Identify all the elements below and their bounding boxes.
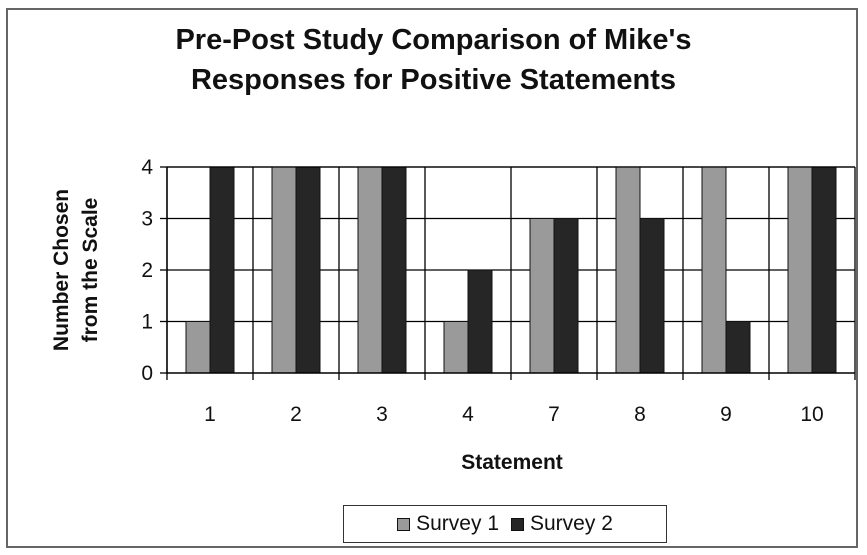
y-tick-label-2: 2 <box>141 259 153 282</box>
x-tick-label-9: 9 <box>720 403 732 426</box>
y-axis-title-line-2: from the Scale <box>79 198 102 343</box>
bar-survey-2-statement-1 <box>209 166 235 374</box>
bar-survey-2-statement-7 <box>553 218 579 374</box>
bar-survey-2-statement-8 <box>639 218 665 374</box>
bar-survey-1-statement-4 <box>443 321 469 374</box>
chart-title-line-2: Responses for Positive Statements <box>190 64 677 96</box>
x-tick-label-8: 8 <box>634 403 646 426</box>
bar-survey-1-statement-2 <box>271 166 297 374</box>
axes <box>160 166 856 380</box>
bar-survey-1-statement-9 <box>701 166 727 374</box>
chart-title: Pre-Post Study Comparison of Mike's Resp… <box>0 20 867 100</box>
y-tick-label-4: 4 <box>141 156 153 179</box>
bar-survey-1-statement-8 <box>615 166 641 374</box>
x-tick-label-3: 3 <box>376 403 388 426</box>
bars <box>185 166 837 374</box>
legend-swatch-survey-1 <box>397 517 411 531</box>
bar-survey-1-statement-3 <box>357 166 383 374</box>
legend: Survey 1 Survey 2 <box>343 505 667 543</box>
y-tick-label-0: 0 <box>141 362 153 385</box>
x-axis-title: Statement <box>461 451 563 474</box>
legend-item-survey-2: Survey 2 <box>511 512 613 536</box>
bar-survey-2-statement-2 <box>295 166 321 374</box>
bar-survey-2-statement-9 <box>725 321 751 374</box>
bar-survey-1-statement-1 <box>185 321 211 374</box>
x-tick-label-10: 10 <box>800 403 823 426</box>
chart-title-line-1: Pre-Post Study Comparison of Mike's <box>175 24 692 56</box>
bar-survey-1-statement-7 <box>529 218 555 374</box>
legend-swatch-survey-2 <box>511 517 524 531</box>
bar-survey-2-statement-4 <box>467 269 493 374</box>
x-tick-label-7: 7 <box>548 403 560 426</box>
x-tick-label-1: 1 <box>204 403 216 426</box>
legend-item-survey-1: Survey 1 <box>397 512 499 536</box>
bar-survey-2-statement-10 <box>811 166 837 374</box>
y-axis-title-line-1: Number Chosen <box>50 189 73 351</box>
legend-label-survey-1: Survey 1 <box>416 512 499 535</box>
legend-label-survey-2: Survey 2 <box>530 512 613 535</box>
y-tick-labels: 0 1 2 3 4 <box>141 156 153 385</box>
bar-survey-2-statement-3 <box>381 166 407 374</box>
grid-lines <box>167 166 855 373</box>
y-tick-label-3: 3 <box>141 208 153 231</box>
y-tick-label-1: 1 <box>141 311 153 334</box>
bar-survey-1-statement-10 <box>787 166 813 374</box>
x-tick-label-4: 4 <box>462 403 474 426</box>
x-tick-label-2: 2 <box>290 403 302 426</box>
x-tick-labels: 1 2 3 4 7 8 9 10 <box>204 403 824 426</box>
